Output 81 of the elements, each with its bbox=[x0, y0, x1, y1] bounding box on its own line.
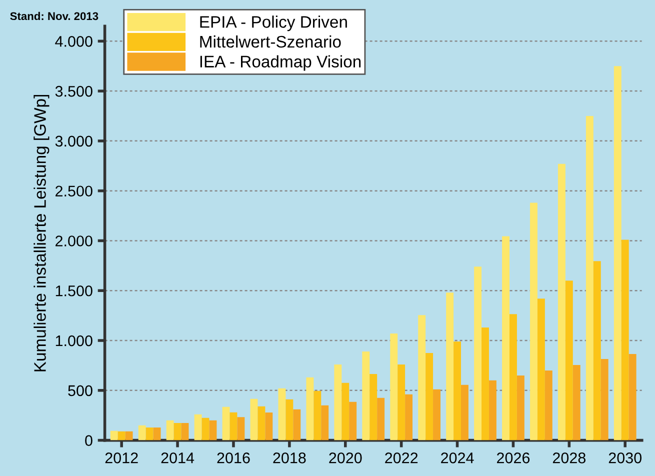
bar bbox=[474, 266, 482, 440]
bar bbox=[482, 328, 489, 440]
y-tick-label: 2.000 bbox=[56, 236, 92, 246]
bar bbox=[433, 389, 440, 440]
bar bbox=[222, 406, 230, 440]
bar bbox=[621, 240, 629, 440]
bar bbox=[334, 364, 342, 440]
y-tick-label: 1.500 bbox=[56, 285, 92, 296]
bar bbox=[558, 164, 566, 440]
bar bbox=[516, 375, 524, 440]
bar bbox=[138, 425, 146, 440]
bar bbox=[461, 384, 468, 440]
bar bbox=[166, 420, 174, 440]
bar bbox=[572, 364, 580, 440]
bar bbox=[454, 342, 461, 440]
bar bbox=[202, 418, 210, 440]
bar bbox=[306, 377, 314, 440]
x-tick-label: 2016 bbox=[217, 452, 250, 464]
x-tick-label: 2030 bbox=[608, 452, 642, 464]
bar bbox=[377, 398, 385, 440]
bar bbox=[537, 298, 545, 440]
bar bbox=[174, 423, 182, 440]
bar bbox=[390, 334, 398, 440]
x-tick-label: 2012 bbox=[105, 452, 138, 464]
bar bbox=[502, 236, 510, 440]
bar bbox=[370, 374, 378, 440]
bar bbox=[194, 414, 202, 440]
bar bbox=[405, 394, 413, 440]
y-tick-label: 3.000 bbox=[55, 136, 92, 147]
bar bbox=[342, 382, 350, 440]
bar bbox=[349, 402, 357, 440]
bar bbox=[146, 428, 154, 440]
legend-label: Mittelwert-Szenario bbox=[200, 35, 341, 48]
y-tick-label: 2.500 bbox=[56, 186, 92, 197]
bar bbox=[258, 406, 266, 440]
bar bbox=[118, 431, 126, 440]
x-tick-label: 2024 bbox=[441, 452, 474, 464]
bar bbox=[446, 292, 454, 440]
x-tick-label: 2022 bbox=[385, 452, 418, 464]
y-tick-label: 4.000 bbox=[55, 36, 92, 47]
y-tick-label: 500 bbox=[68, 385, 92, 396]
bar bbox=[600, 358, 608, 440]
y-axis-title: Kumulierte installierte Leistung [GWp] bbox=[34, 95, 50, 372]
bar bbox=[488, 380, 496, 440]
bar bbox=[509, 314, 517, 440]
bar bbox=[181, 423, 189, 440]
y-tick-label: 0 bbox=[85, 435, 92, 446]
bar bbox=[426, 352, 434, 440]
bar bbox=[362, 351, 370, 440]
bar bbox=[230, 412, 238, 440]
bar bbox=[565, 280, 573, 440]
bar bbox=[153, 428, 161, 440]
bar bbox=[586, 116, 594, 440]
bar bbox=[209, 420, 217, 440]
bar bbox=[286, 399, 294, 440]
x-tick-label: 2018 bbox=[273, 452, 306, 464]
bar bbox=[293, 409, 301, 440]
bar bbox=[125, 431, 133, 440]
y-tick-label: 1.000 bbox=[56, 335, 92, 346]
bar bbox=[530, 202, 538, 440]
x-tick-label: 2014 bbox=[161, 452, 194, 464]
legend-label: IEA - Roadmap Vision bbox=[200, 55, 361, 71]
bar bbox=[628, 354, 636, 440]
bar bbox=[314, 390, 322, 440]
text: Stand: Nov. 2013 bbox=[10, 12, 98, 20]
bar bbox=[418, 315, 426, 440]
y-tick-label: 3.500 bbox=[55, 86, 92, 97]
bar bbox=[250, 398, 258, 440]
x-tick-label: 2020 bbox=[329, 452, 362, 464]
bar bbox=[321, 405, 329, 440]
bar bbox=[278, 388, 286, 440]
bar bbox=[110, 430, 118, 440]
x-tick-label: 2026 bbox=[496, 452, 530, 464]
x-tick-label: 2028 bbox=[552, 452, 586, 464]
bar bbox=[614, 66, 622, 440]
bar bbox=[237, 417, 245, 440]
bar bbox=[398, 364, 406, 440]
bar bbox=[544, 370, 552, 440]
bar bbox=[265, 412, 273, 440]
bar bbox=[593, 261, 601, 440]
legend-label: EPIA - Policy Driven bbox=[200, 16, 347, 32]
